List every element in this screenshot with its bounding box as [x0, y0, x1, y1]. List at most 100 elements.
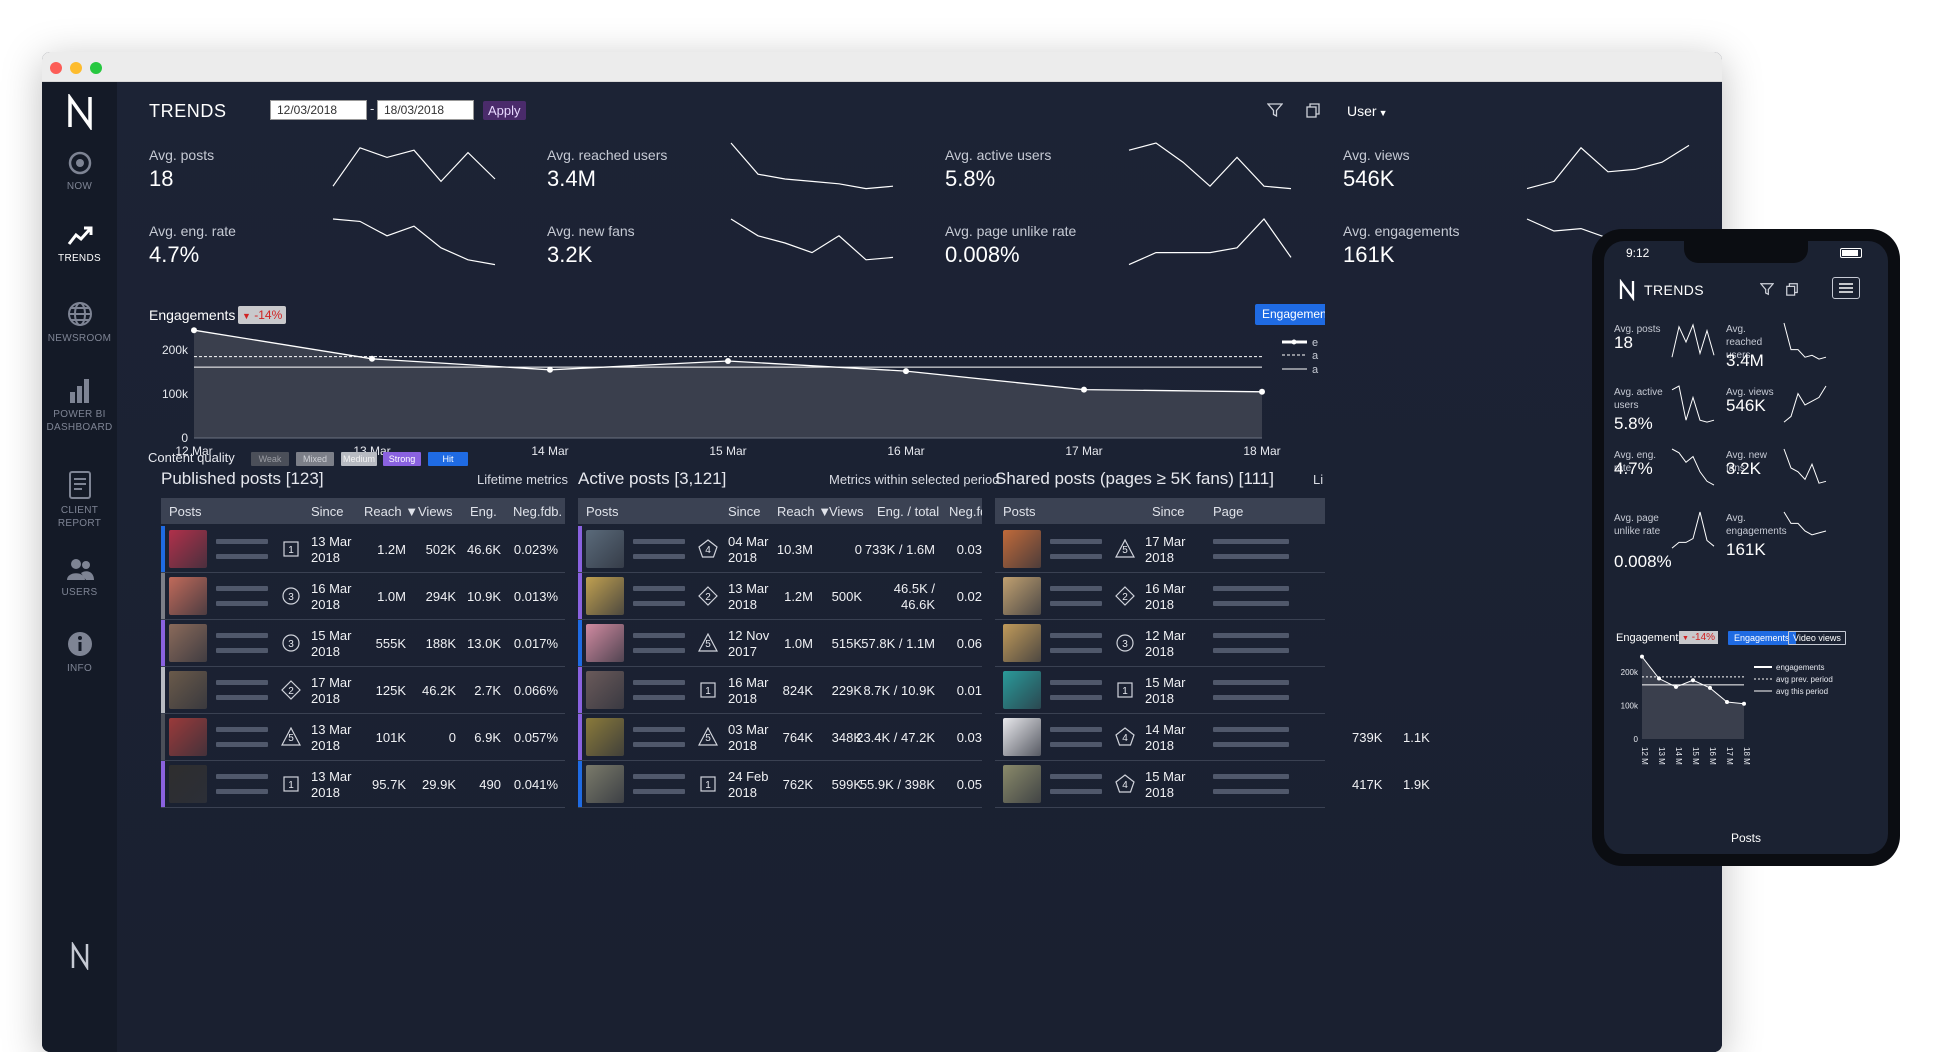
x-tick-label: 17 Mar [1065, 444, 1102, 458]
post-thumbnail[interactable] [169, 765, 207, 803]
post-thumbnail[interactable] [1003, 765, 1041, 803]
table-row[interactable]: 2 17 Mar 2018 125K 46.2K 2.7K 0.066% [161, 667, 565, 714]
since-year: 2018 [1145, 691, 1174, 706]
post-thumbnail[interactable] [1003, 624, 1041, 662]
svg-text:1: 1 [705, 686, 711, 697]
apply-button[interactable]: Apply [483, 101, 526, 120]
column-header[interactable]: Posts [169, 504, 202, 519]
phone-x-tick: 16 M [1708, 747, 1717, 765]
copy-icon[interactable] [1785, 282, 1799, 296]
page-placeholder [1213, 554, 1289, 559]
down-arrow-icon: ▼ [1682, 635, 1689, 642]
post-thumbnail[interactable] [586, 530, 624, 568]
phone-tab-engagements[interactable]: Engagements [1728, 631, 1796, 645]
filter-icon[interactable] [1267, 102, 1283, 118]
table-row[interactable]: 5 12 Nov 2017 1.0M 515K 57.8K / 1.1M 0.06 [578, 620, 982, 667]
column-header[interactable]: Eng. [470, 504, 497, 519]
column-header[interactable]: Views [418, 504, 453, 519]
column-header[interactable]: Neg.fdb [949, 504, 982, 519]
post-thumbnail[interactable] [169, 671, 207, 709]
y-tick-label: 100k [162, 387, 189, 401]
svg-text:5: 5 [288, 733, 294, 744]
post-thumbnail[interactable] [586, 624, 624, 662]
kpi-sparkline [730, 218, 894, 261]
column-header[interactable]: Neg.fdb. [513, 504, 563, 519]
app-logo[interactable] [42, 94, 117, 134]
table-row[interactable]: 5 03 Mar 2018 764K 348K 23.4K / 47.2K 0.03 [578, 714, 982, 761]
sidebar-item-label: USERS [61, 587, 98, 598]
column-header[interactable]: Eng. / total [877, 504, 940, 519]
sidebar-item-users[interactable]: USERS [42, 556, 117, 599]
table-row[interactable]: 4 14 Mar 2018 [995, 714, 1325, 761]
table-row[interactable]: 1 16 Mar 2018 824K 229K 8.7K / 10.9K 0.01 [578, 667, 982, 714]
sidebar-item-trends[interactable]: TRENDS [42, 224, 117, 265]
svg-text:2: 2 [288, 686, 294, 697]
cell-eng: 10.9K [467, 589, 501, 604]
post-thumbnail[interactable] [1003, 577, 1041, 615]
date-to-input[interactable]: 18/03/2018 [377, 100, 474, 120]
close-window-button[interactable] [50, 62, 62, 74]
cell-reach: 1.2M [377, 542, 406, 557]
date-from-input[interactable]: 12/03/2018 [270, 100, 367, 120]
table-row[interactable]: 1 15 Mar 2018 [995, 667, 1325, 714]
x-tick-label: 16 Mar [887, 444, 924, 458]
data-point [1259, 388, 1265, 395]
post-thumbnail[interactable] [169, 624, 207, 662]
sidebar-item-power-bi[interactable]: POWER BI DASHBOARD [42, 376, 117, 434]
column-header[interactable]: Reach ▼ [777, 504, 832, 519]
filter-icon[interactable] [1760, 282, 1774, 296]
table-row[interactable]: 3 12 Mar 2018 [995, 620, 1325, 667]
since-year: 2018 [311, 785, 340, 800]
post-thumbnail[interactable] [586, 671, 624, 709]
column-header[interactable]: Posts [586, 504, 619, 519]
engagements-toggle-button[interactable]: Engagements [1255, 304, 1325, 325]
table-row[interactable]: 5 13 Mar 2018 101K 0 6.9K 0.057% [161, 714, 565, 761]
post-thumbnail[interactable] [1003, 530, 1041, 568]
copy-icon[interactable] [1305, 102, 1321, 118]
cell-reach: 739K [1352, 730, 1383, 745]
post-thumbnail[interactable] [169, 718, 207, 756]
table-row[interactable]: 3 15 Mar 2018 555K 188K 13.0K 0.017% [161, 620, 565, 667]
column-header[interactable]: Reach ▼ [364, 504, 419, 519]
kpi-label: Avg. new fans [547, 223, 635, 239]
column-header[interactable]: Since [1152, 504, 1185, 519]
table-row[interactable]: 4 15 Mar 2018 [995, 761, 1325, 808]
sidebar-item-now[interactable]: NOW [42, 150, 117, 193]
column-header[interactable]: Since [728, 504, 761, 519]
column-header[interactable]: Page [1213, 504, 1244, 519]
square-rank-icon: 1 [283, 776, 299, 792]
phone-data-point [1691, 678, 1695, 683]
sidebar-item-info[interactable]: INFO [42, 630, 117, 675]
table-row[interactable]: 1 13 Mar 2018 95.7K 29.9K 490 0.041% [161, 761, 565, 808]
since-date: 12 Mar [1145, 628, 1186, 643]
phone-tab-video-views[interactable]: Video views [1788, 631, 1846, 645]
post-thumbnail[interactable] [586, 577, 624, 615]
cell-neg: 0.06 [956, 636, 982, 651]
table-row[interactable]: 1 24 Feb 2018 762K 599K 55.9K / 398K 0.05 [578, 761, 982, 808]
table-row[interactable]: 3 16 Mar 2018 1.0M 294K 10.9K 0.013% [161, 573, 565, 620]
column-header[interactable]: Posts [1003, 504, 1036, 519]
sidebar-item-client-report[interactable]: CLIENT REPORT [42, 470, 117, 530]
minimize-window-button[interactable] [70, 62, 82, 74]
table-row[interactable]: 2 13 Mar 2018 1.2M 500K 46.5K /46.6K 0.02 [578, 573, 982, 620]
post-thumbnail[interactable] [169, 577, 207, 615]
column-header[interactable]: Since [311, 504, 344, 519]
column-header[interactable]: Views [829, 504, 864, 519]
text-placeholder [1050, 680, 1102, 685]
post-thumbnail[interactable] [586, 718, 624, 756]
post-thumbnail[interactable] [1003, 671, 1041, 709]
post-thumbnail[interactable] [586, 765, 624, 803]
hamburger-menu-button[interactable] [1832, 277, 1860, 299]
globe-icon [67, 302, 92, 326]
quality-bar [578, 620, 582, 666]
table-row[interactable]: 5 17 Mar 2018 [995, 526, 1325, 573]
user-menu[interactable]: User ▼ [1347, 103, 1387, 119]
sidebar-item-newsroom[interactable]: NEWSROOM [42, 300, 117, 345]
post-thumbnail[interactable] [169, 530, 207, 568]
table-row[interactable]: 2 16 Mar 2018 [995, 573, 1325, 620]
table-row[interactable]: 1 13 Mar 2018 1.2M 502K 46.6K 0.023% [161, 526, 565, 573]
table-row[interactable]: 4 04 Mar 2018 10.3M 0 733K / 1.6M 0.03 [578, 526, 982, 573]
maximize-window-button[interactable] [90, 62, 102, 74]
logo-icon[interactable] [1618, 279, 1636, 301]
post-thumbnail[interactable] [1003, 718, 1041, 756]
